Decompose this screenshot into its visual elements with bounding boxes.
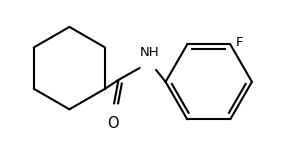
Text: NH: NH [140, 46, 160, 59]
Text: O: O [107, 116, 118, 131]
Text: F: F [236, 36, 244, 49]
